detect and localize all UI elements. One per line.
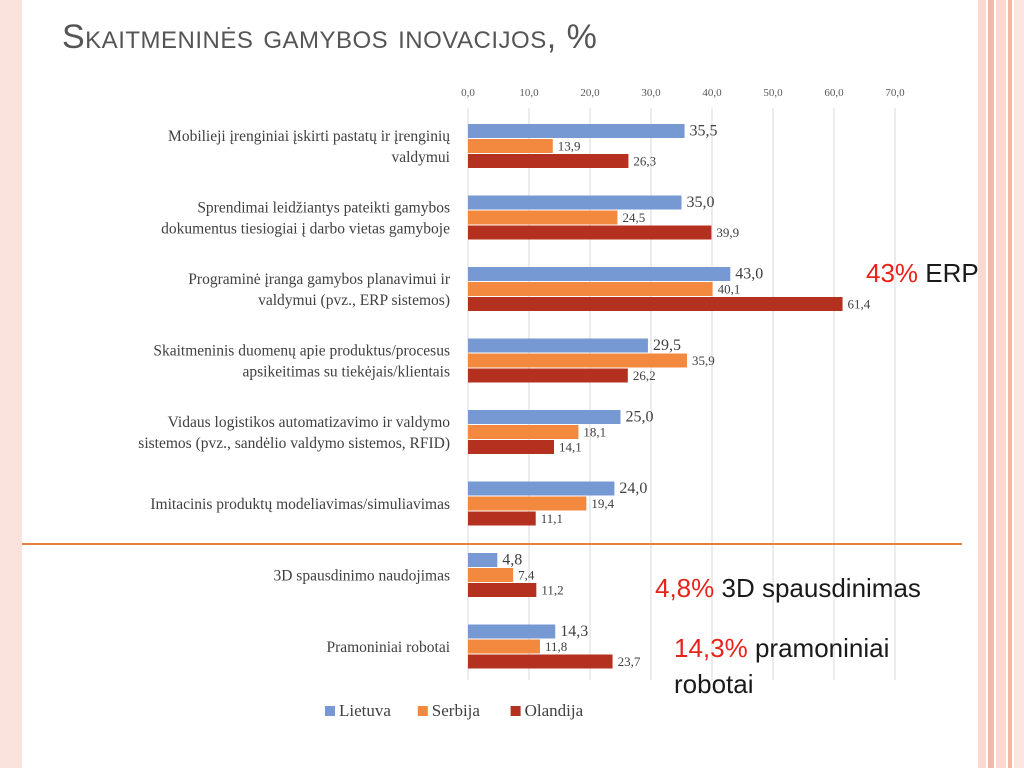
data-label: 35,0: [687, 194, 715, 211]
legend-label: Olandija: [525, 701, 584, 720]
data-label: 18,1: [583, 425, 606, 440]
data-label: 4,8: [502, 552, 522, 569]
bar-lietuva: [468, 410, 621, 424]
bar-lietuva: [468, 553, 498, 567]
bar-serbija: [468, 568, 514, 582]
x-tick-label: 70,0: [885, 87, 905, 99]
bar-lietuva: [468, 195, 682, 210]
callout-robots: 14,3% pramoniniai robotai: [674, 630, 889, 702]
data-label: 11,2: [541, 583, 563, 598]
category-label: Mobilieji įrenginiai įskirti pastatų ir …: [168, 128, 450, 145]
bar-serbija: [468, 353, 687, 368]
callout-robots-text-line2: robotai: [674, 669, 754, 699]
callout-erp-pct: 43%: [866, 258, 919, 288]
data-label: 61,4: [848, 297, 871, 312]
data-label: 24,5: [622, 210, 645, 225]
bar-lietuva: [468, 267, 731, 281]
data-label: 29,5: [653, 337, 681, 354]
category-label: apsikeitimas su tiekėjais/klientais: [243, 364, 451, 381]
category-label: Pramoniniai robotai: [326, 639, 450, 656]
bar-olandija: [468, 440, 555, 454]
callout-erp-text: ERP: [918, 258, 979, 288]
legend-swatch-lietuva: [325, 706, 335, 716]
bar-olandija: [468, 654, 613, 669]
data-label: 40,1: [718, 282, 741, 297]
category-label: 3D spausdinimo naudojimas: [273, 568, 450, 585]
data-label: 26,2: [633, 368, 656, 383]
bar-serbija: [468, 496, 587, 511]
bar-olandija: [468, 297, 843, 311]
callout-3d-printing: 4,8% 3D spausdinimas: [655, 570, 921, 606]
data-label: 43,0: [735, 266, 763, 283]
category-label: Sprendimai leidžiantys pateikti gamybos: [197, 200, 450, 217]
x-tick-label: 10,0: [519, 87, 539, 99]
category-label: valdymui (pvz., ERP sistemos): [258, 292, 450, 309]
data-label: 23,7: [618, 654, 641, 669]
callout-3d-text: 3D spausdinimas: [714, 573, 921, 603]
category-label: Programinė įranga gamybos planavimui ir: [188, 271, 451, 288]
data-label: 14,3: [560, 623, 588, 640]
left-margin-band: [0, 0, 22, 768]
bar-olandija: [468, 511, 536, 526]
category-label: valdymui: [391, 149, 450, 166]
x-tick-label: 30,0: [641, 87, 661, 99]
callout-3d-pct: 4,8%: [655, 573, 715, 603]
data-label: 7,4: [518, 568, 535, 583]
category-label: Skaitmeninis duomenų apie produktus/proc…: [153, 343, 450, 360]
data-label: 39,9: [716, 225, 739, 240]
bar-lietuva: [468, 481, 615, 496]
data-label: 35,5: [690, 123, 718, 140]
data-label: 11,1: [541, 511, 563, 526]
legend-label: Serbija: [432, 701, 481, 720]
data-label: 25,0: [626, 409, 654, 426]
x-tick-label: 20,0: [580, 87, 600, 99]
legend-label: Lietuva: [339, 701, 391, 720]
bar-lietuva: [468, 624, 556, 639]
bar-olandija: [468, 368, 628, 383]
data-label: 14,1: [559, 440, 582, 455]
x-tick-label: 0,0: [461, 87, 475, 99]
data-label: 13,9: [558, 139, 581, 154]
bar-olandija: [468, 225, 712, 240]
data-label: 26,3: [633, 154, 656, 169]
category-label: sistemos (pvz., sandėlio valdymo sistemo…: [138, 435, 450, 452]
callout-erp: 43% ERP: [866, 255, 979, 291]
category-label: dokumentus tiesiogiai į darbo vietas gam…: [161, 221, 450, 238]
bar-serbija: [468, 139, 553, 153]
legend-swatch-olandija: [510, 706, 521, 716]
slide-title: Skaitmeninės gamybos inovacijos, %: [62, 18, 598, 56]
x-tick-label: 40,0: [702, 87, 722, 99]
category-label: Imitacinis produktų modeliavimas/simulia…: [150, 496, 450, 513]
x-tick-label: 60,0: [824, 87, 844, 99]
data-label: 24,0: [619, 480, 647, 497]
data-label: 35,9: [692, 353, 715, 368]
bar-olandija: [468, 583, 537, 597]
bar-serbija: [468, 210, 618, 225]
legend-swatch-serbija: [417, 706, 428, 716]
bar-serbija: [468, 639, 540, 654]
right-decorative-stripes: [978, 0, 1024, 768]
data-label: 19,4: [591, 496, 614, 511]
callout-robots-pct: 14,3%: [674, 633, 748, 663]
bar-olandija: [468, 154, 629, 168]
bar-serbija: [468, 282, 713, 296]
bar-serbija: [468, 425, 579, 439]
bar-lietuva: [468, 124, 685, 138]
data-label: 11,8: [545, 639, 567, 654]
callout-robots-text: pramoniniai: [747, 633, 890, 663]
bar-lietuva: [468, 338, 648, 353]
x-tick-label: 50,0: [763, 87, 783, 99]
category-label: Vidaus logistikos automatizavimo ir vald…: [168, 414, 451, 431]
